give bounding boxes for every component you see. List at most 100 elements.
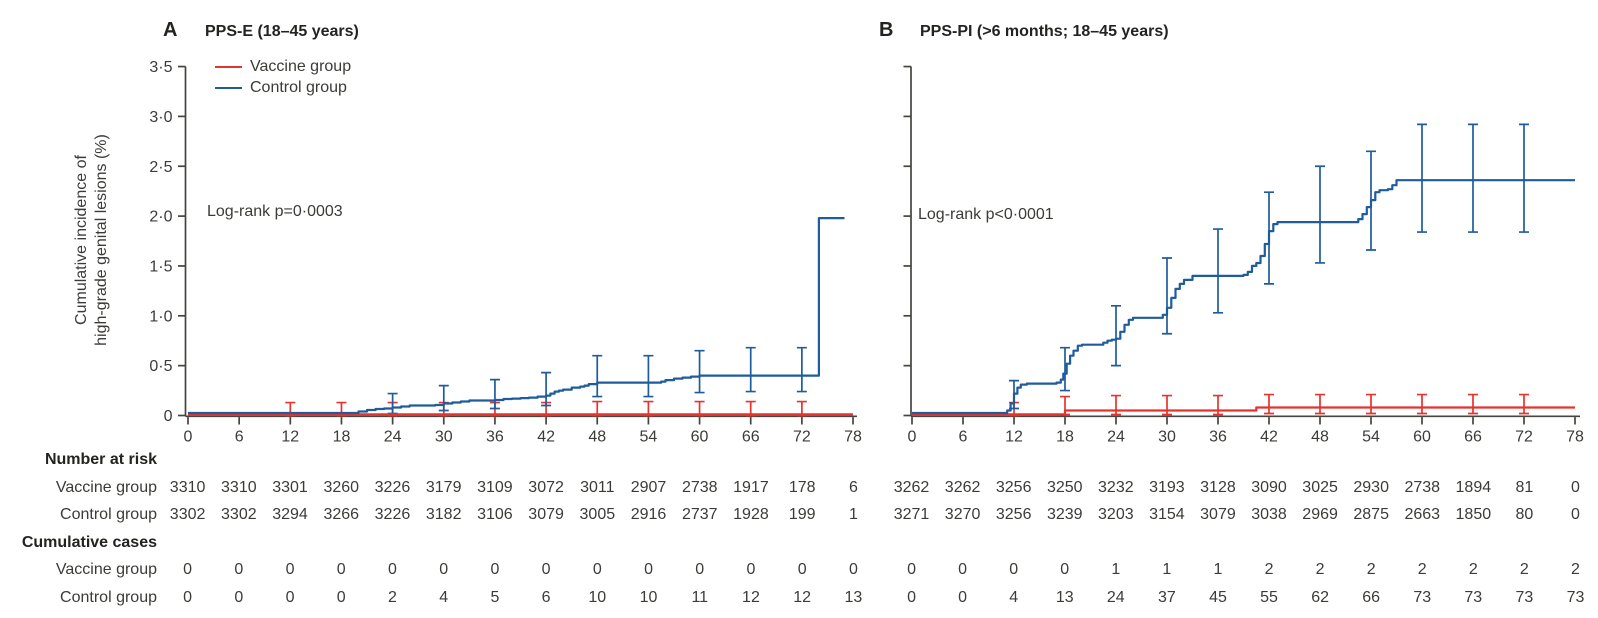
row-label-at-risk-vaccine: Vaccine group	[55, 479, 157, 496]
x-tick-label: 12	[1005, 429, 1023, 446]
table-cell: 6	[848, 479, 858, 496]
legend-item-vaccine-group: Vaccine group	[215, 57, 351, 77]
at-risk-vaccine-panel-b: 3262 3262 3256 3250 3232 3193 3128 3090 3025 2930…	[886, 478, 1598, 497]
table-cell: 3294	[272, 506, 308, 523]
control-group-error-bar	[1519, 123, 1529, 233]
table-cell: 178	[788, 479, 816, 496]
control-group-error-bar	[694, 349, 705, 394]
y-tick-label: 0	[164, 408, 173, 425]
table-cell: 2	[1417, 561, 1427, 578]
table-cell: 0	[746, 561, 756, 578]
table-cell: 80	[1515, 506, 1534, 523]
vaccine-group-error-bar	[1111, 394, 1121, 416]
row-label-at-risk-control: Control group	[60, 506, 157, 523]
table-cell: 3239	[1046, 506, 1083, 523]
table-cell: 3011	[580, 479, 615, 496]
cumulative-vaccine-panel-b: 0 0 0 0 1 1 1 2 2 2 2 2 2 2	[886, 560, 1598, 579]
control-group-error-bar	[1213, 228, 1223, 314]
table-cell: 2	[1519, 561, 1529, 578]
control-group-error-bar	[1162, 257, 1172, 335]
table-cell: 3226	[374, 506, 411, 523]
table-cell: 1	[1111, 561, 1121, 578]
table-cell: 0	[907, 589, 916, 606]
table-cell: 0	[541, 561, 551, 578]
table-cell: 3310	[221, 479, 257, 496]
table-cell: 3079	[528, 506, 564, 523]
y-tick-label: 2·5	[149, 159, 172, 176]
control-group-line-swatch	[215, 87, 242, 89]
table-cell: 3025	[1302, 479, 1338, 496]
vaccine-group-error-bar	[592, 400, 603, 417]
table-cell: 3106	[477, 506, 513, 523]
table-cell: 0	[183, 561, 193, 578]
control-group-error-bar	[796, 346, 807, 393]
cumulative-control-panel-a: 0 0 0 0 2 4 5 6 10 10 11 12 12 13	[162, 588, 879, 607]
table-cell: 37	[1157, 589, 1176, 606]
table-cell: 4	[439, 589, 449, 606]
table-cell: 2	[1315, 561, 1325, 578]
table-cell: 3193	[1149, 479, 1185, 496]
y-tick-label: 0·5	[149, 358, 172, 375]
control-group-error-bar	[1060, 346, 1070, 392]
x-tick-label: 18	[333, 429, 351, 446]
table-cell: 0	[644, 561, 653, 578]
control-group-error-bar	[1417, 123, 1427, 233]
table-cell: 199	[788, 506, 816, 523]
table-cell: 0	[958, 589, 968, 606]
legend-label-control-group: Control group	[250, 79, 347, 96]
row-label-cumulative-vaccine: Vaccine group	[55, 561, 157, 578]
table-cell: 2	[1468, 561, 1478, 578]
control-group-curve	[188, 217, 845, 415]
table-cell: 3090	[1251, 479, 1287, 496]
table-cell: 2875	[1353, 506, 1389, 523]
at-risk-control-panel-b: 3271 3270 3256 3239 3203 3154 3079 3038 2969 2875…	[886, 505, 1598, 524]
control-group-error-bar	[541, 371, 552, 407]
table-cell: 0	[797, 561, 807, 578]
table-cell: 1894	[1455, 479, 1492, 496]
table-cell: 1	[1162, 561, 1172, 578]
x-tick-label: 54	[640, 429, 658, 446]
table-cell: 2738	[681, 479, 718, 496]
x-tick-label: 42	[537, 429, 555, 446]
x-tick-label: 24	[384, 429, 402, 446]
table-cell: 0	[490, 561, 500, 578]
table-cell: 3154	[1149, 506, 1185, 523]
table-cell: 0	[285, 561, 295, 578]
table-cell: 0	[1571, 479, 1580, 496]
x-tick-label: 78	[844, 429, 862, 446]
table-cell: 0	[336, 589, 346, 606]
table-cell: 5	[490, 589, 500, 606]
table-cell: 13	[844, 589, 863, 606]
x-tick-label: 72	[793, 429, 811, 446]
y-axis-label-line1: Cumulative incidence of	[73, 155, 90, 325]
table-cell: 3203	[1098, 506, 1134, 523]
y-tick-label: 3·0	[149, 109, 172, 126]
vaccine-group-error-bar	[745, 400, 756, 417]
table-cell: 11	[691, 589, 709, 606]
x-tick-label: 54	[1362, 429, 1380, 446]
table-cell: 55	[1260, 589, 1278, 606]
table-cell: 0	[848, 561, 858, 578]
table-cell: 3271	[893, 506, 930, 523]
vaccine-group-line-swatch	[215, 66, 242, 68]
x-tick-label: 24	[1107, 429, 1125, 446]
panel-a-title: PPS-E (18–45 years)	[205, 23, 359, 40]
control-group-error-bar	[745, 346, 756, 393]
table-header-cumulative-cases: Cumulative cases	[21, 534, 157, 551]
table-cell: 0	[336, 561, 346, 578]
table-cell: 1	[1213, 561, 1223, 578]
vaccine-group-curve	[912, 406, 1575, 416]
table-cell: 0	[388, 561, 397, 578]
control-group-error-bar	[643, 354, 654, 398]
table-cell: 3310	[169, 479, 206, 496]
table-cell: 0	[1571, 506, 1580, 523]
table-cell: 3226	[374, 479, 411, 496]
table-cell: 3301	[272, 479, 308, 496]
x-tick-label: 30	[1158, 429, 1176, 446]
table-cell: 0	[1060, 561, 1070, 578]
vaccine-group-error-bar	[1366, 393, 1376, 415]
x-tick-label: 48	[1311, 429, 1329, 446]
vaccine-group-error-bar	[643, 400, 654, 417]
table-cell: 0	[285, 589, 295, 606]
table-cell: 0	[234, 589, 244, 606]
